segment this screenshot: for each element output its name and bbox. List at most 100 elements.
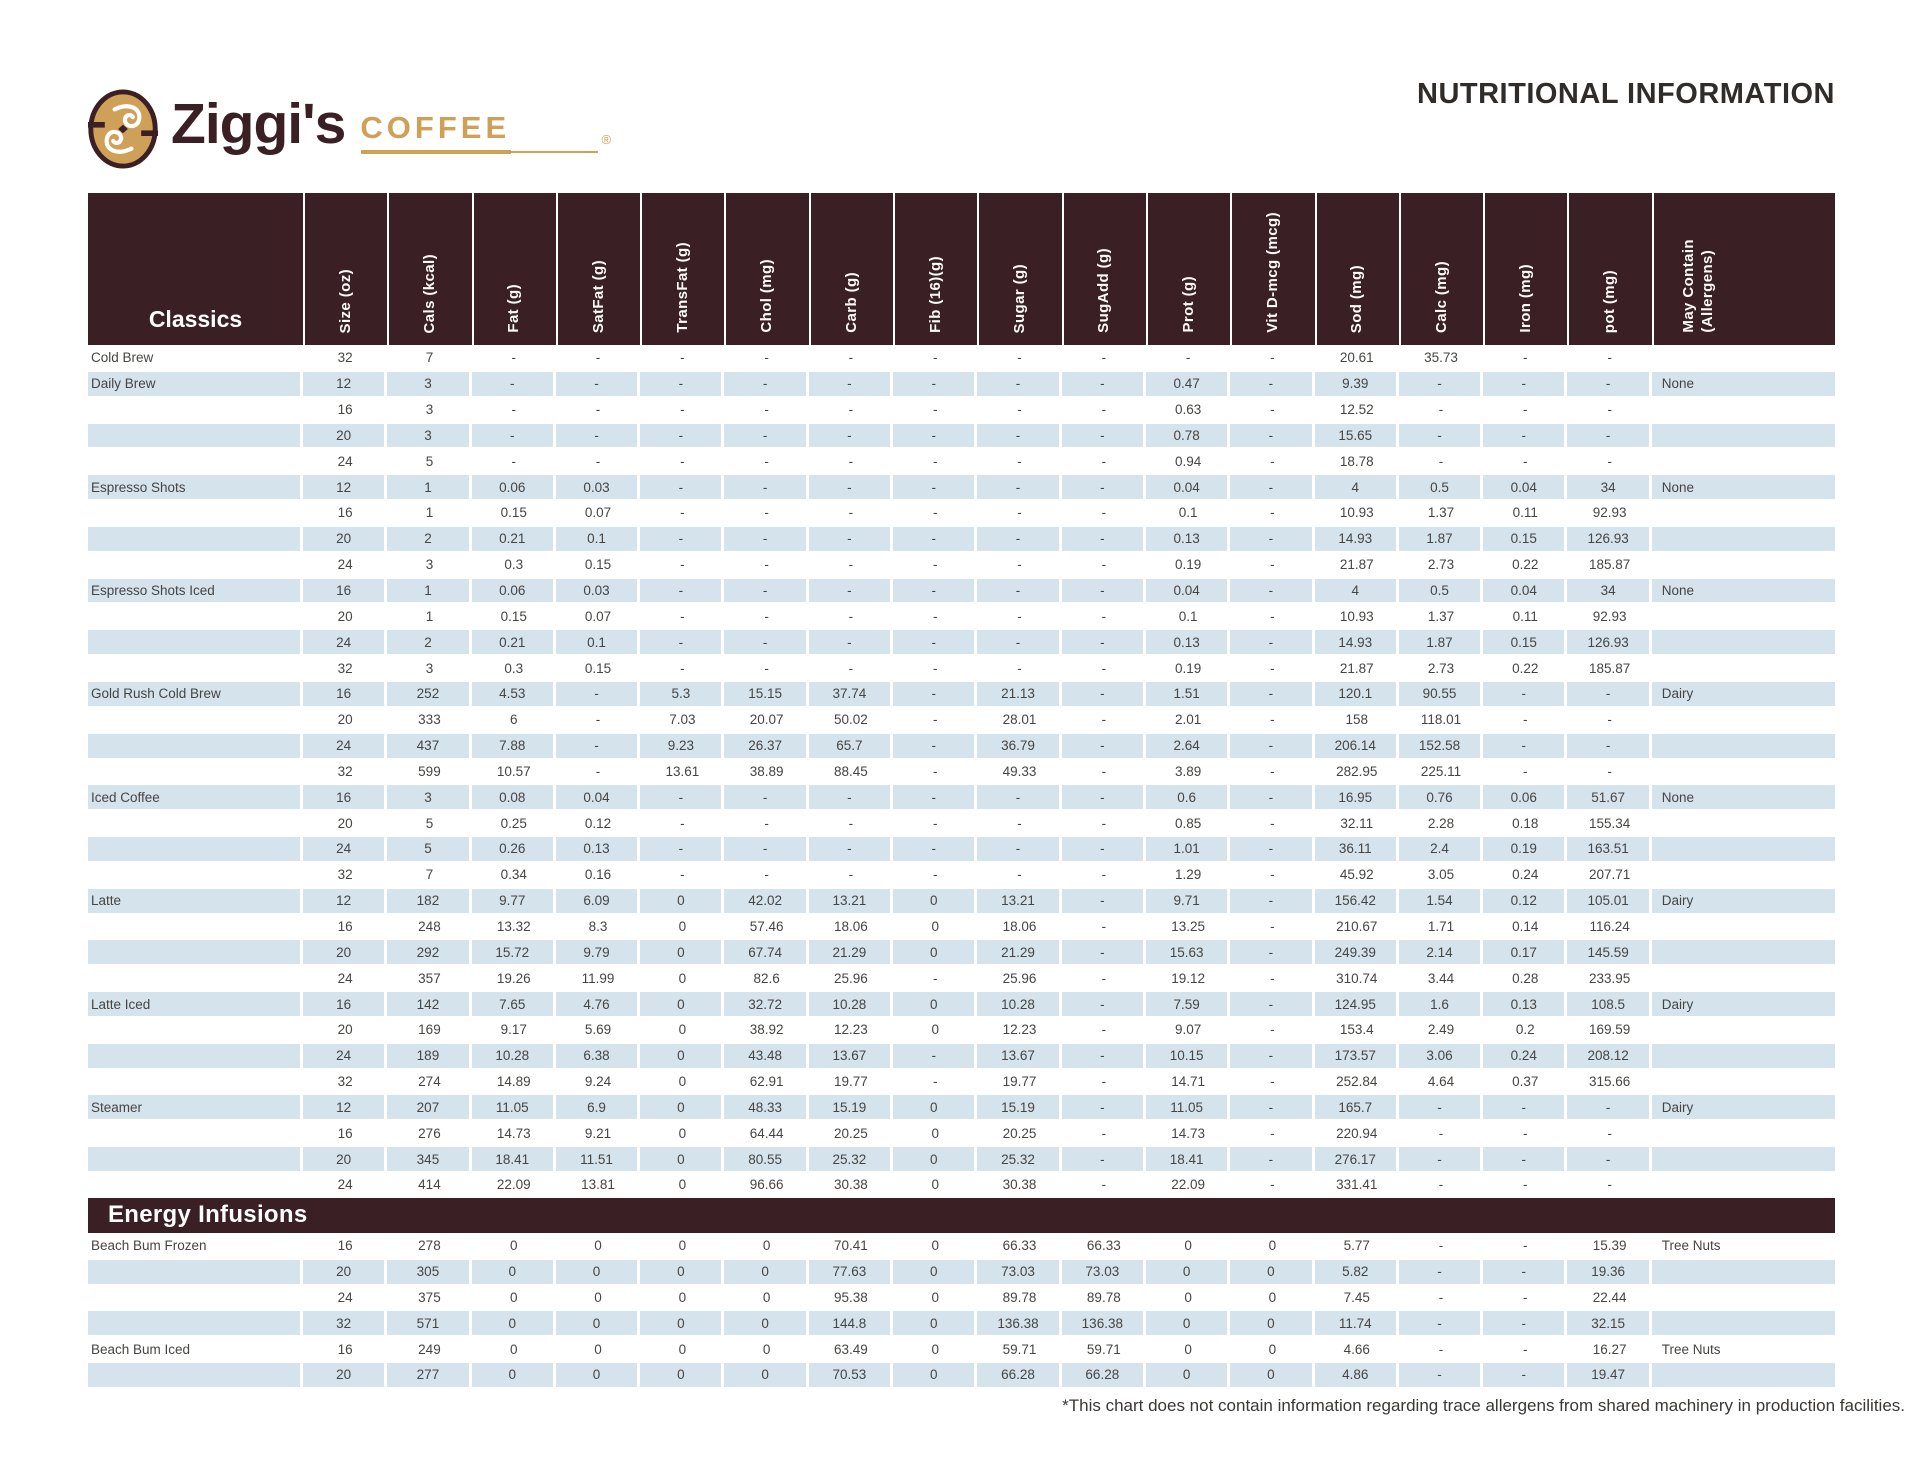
value-cell: - xyxy=(932,402,938,418)
value-cell: - xyxy=(808,525,894,552)
table-row: Espresso Shots Iced 16 1 0.06 0.03- - - - - -0.04… xyxy=(88,577,1835,604)
value-cell: 276 xyxy=(418,1125,441,1141)
value-cell: 305 xyxy=(387,1258,472,1285)
value-cell: 0 xyxy=(640,1094,725,1121)
value-cell: - xyxy=(1607,1177,1612,1193)
table-row: Beach Bum Frozen 16 278 0 0 0 0 70.41 0 66.33 66.3… xyxy=(88,1233,1835,1259)
value-cell: 0.15 xyxy=(584,557,612,573)
value-cell: 414 xyxy=(418,1177,441,1193)
value-cell: - xyxy=(1607,402,1612,418)
value-cell: 0 xyxy=(509,1238,518,1254)
value-cell: 16.95 xyxy=(1314,784,1399,811)
value-cell: 0 xyxy=(893,939,978,966)
value-cell: - xyxy=(1230,577,1315,604)
allergen-cell xyxy=(1651,629,1835,656)
value-cell: - xyxy=(1398,1258,1484,1285)
brand-word-coffee: COFFEE ® xyxy=(360,110,611,154)
value-cell: 207.71 xyxy=(1588,867,1631,883)
table-row: 32 274 14.89 9.24 0 62.91 19.77 - 19.77 - 14.71 - 25… xyxy=(88,1069,1835,1095)
value-cell: 1 xyxy=(425,608,434,624)
value-cell: 1.51 xyxy=(1145,680,1231,707)
value-cell: - xyxy=(1061,422,1146,449)
value-cell: 24 xyxy=(303,836,388,862)
value-cell: 1.37 xyxy=(1427,608,1455,624)
value-cell: - xyxy=(1270,505,1275,521)
value-cell: - xyxy=(1101,815,1107,831)
table-header-row: Classics Size (oz) Cals (kcal) Fat (g) SatFa… xyxy=(88,193,1835,345)
value-cell: 0 xyxy=(893,1362,978,1388)
value-cell: 24 xyxy=(337,453,353,469)
value-cell: 120.1 xyxy=(1314,680,1399,707)
value-cell: - xyxy=(680,557,685,573)
value-cell: 25.96 xyxy=(1002,970,1037,986)
table-row: Cold Brew 32 7 - - - - - - - - - - 20.61 35.73 - - xyxy=(88,345,1835,371)
allergen-cell xyxy=(1651,1310,1835,1337)
value-cell: 7.88 xyxy=(471,732,556,759)
value-cell: 19.77 xyxy=(834,1074,868,1090)
footnote: *This chart does not contain information… xyxy=(1062,1396,1905,1415)
value-cell: 9.71 xyxy=(1145,887,1231,914)
allergen-cell xyxy=(1651,422,1835,449)
value-cell: 10.28 xyxy=(471,1042,556,1069)
value-cell: 0.13 xyxy=(1145,525,1231,552)
value-cell: 3 xyxy=(387,784,472,811)
value-cell: - xyxy=(1483,1310,1568,1337)
value-cell: 65.7 xyxy=(808,732,894,759)
column-header-label: May Contain (Allergens) xyxy=(1679,239,1716,333)
table-row: 24 437 7.88-9.23 26.37 65.7-36.79-2.64-206.1… xyxy=(88,732,1835,759)
value-cell: 32 xyxy=(337,867,353,883)
value-cell: - xyxy=(595,763,601,779)
value-cell: 59.71 xyxy=(1086,1341,1121,1357)
value-cell: - xyxy=(1523,350,1528,366)
value-cell: 12.23 xyxy=(1002,1022,1037,1038)
value-cell: 0 xyxy=(678,1238,687,1254)
value-cell: - xyxy=(1398,1310,1484,1337)
value-cell: 19.12 xyxy=(1171,970,1206,986)
table-row: 16 1 0.15 0.07 - - - - - - 0.1 - 10.93 1.37 0.11 92.93 xyxy=(88,500,1835,526)
value-cell: 9.79 xyxy=(555,939,641,966)
column-header: Iron (mg) xyxy=(1483,193,1567,345)
item-name-cell xyxy=(88,707,303,733)
value-cell: 0 xyxy=(931,1238,939,1254)
value-cell: 0.63 xyxy=(1174,402,1202,418)
value-cell: - xyxy=(640,629,725,656)
allergen-cell: Dairy xyxy=(1651,1094,1835,1121)
value-cell: 36.11 xyxy=(1314,836,1399,862)
value-cell: 59.71 xyxy=(1002,1341,1037,1357)
value-cell: - xyxy=(640,577,725,604)
column-header-label: Vit D-mcg (mcg) xyxy=(1264,212,1282,333)
value-cell: 0.25 xyxy=(500,815,527,831)
item-name-cell xyxy=(88,1042,303,1069)
value-cell: 345 xyxy=(387,1146,472,1172)
value-cell: 20 xyxy=(303,525,388,552)
value-cell: 62.91 xyxy=(749,1074,784,1090)
value-cell: 66.33 xyxy=(1002,1238,1037,1254)
allergen-cell xyxy=(1652,655,1835,681)
table-row: 16 276 14.73 9.21 0 64.44 20.25 0 20.25 - 14.73 - 22… xyxy=(88,1120,1835,1146)
value-cell: - xyxy=(893,680,978,707)
value-cell: - xyxy=(511,402,516,418)
value-cell: 4.86 xyxy=(1314,1362,1399,1388)
value-cell: - xyxy=(932,867,938,883)
column-header-label: Prot (g) xyxy=(1179,276,1197,333)
column-header: TransFat (g) xyxy=(640,193,724,345)
value-cell: 25.32 xyxy=(808,1146,894,1172)
value-cell: 16 xyxy=(303,991,388,1017)
value-cell: 0 xyxy=(509,1341,518,1357)
value-cell: - xyxy=(893,784,978,811)
value-cell: 90.55 xyxy=(1398,680,1484,707)
value-cell: - xyxy=(848,350,854,366)
value-cell: - xyxy=(1270,557,1275,573)
value-cell: 1.54 xyxy=(1398,887,1484,914)
brand-word-coffee-text: COFFEE xyxy=(360,110,511,145)
table-row: Daily Brew 12 3- - - - - - - -0.47-9.39- - - None xyxy=(88,370,1835,397)
value-cell: - xyxy=(893,474,978,501)
value-cell: 82.6 xyxy=(753,970,780,986)
value-cell: - xyxy=(1483,1362,1568,1388)
value-cell: - xyxy=(724,784,809,811)
value-cell: - xyxy=(1101,608,1107,624)
table-row: Beach Bum Iced 16 249 0 0 0 0 63.49 0 59.71 59.71 0… xyxy=(88,1336,1835,1362)
value-cell: - xyxy=(1523,402,1528,418)
value-cell: 0 xyxy=(594,1289,602,1305)
value-cell: 0 xyxy=(1230,1362,1315,1388)
